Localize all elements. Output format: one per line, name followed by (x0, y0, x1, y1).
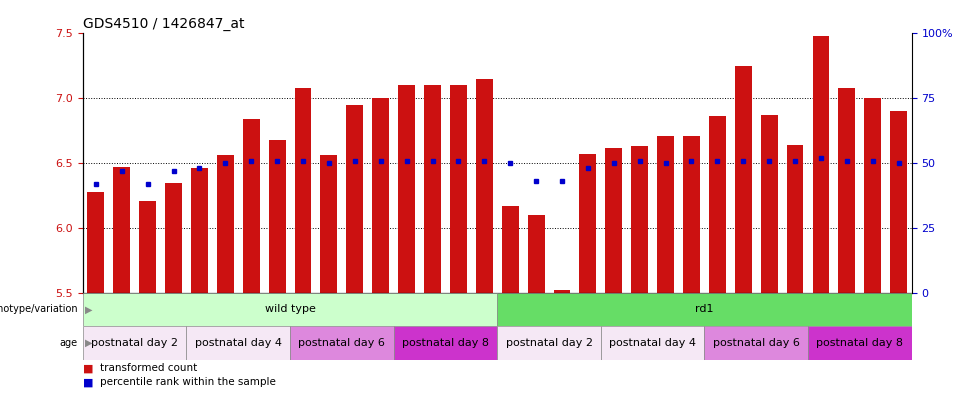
Bar (113, 167, 130, 293)
Text: wild type: wild type (264, 305, 316, 314)
Bar (424, 85, 441, 293)
Bar (450, 85, 467, 293)
Text: GDS4510 / 1426847_at: GDS4510 / 1426847_at (83, 17, 245, 31)
Bar (294, 88, 311, 293)
Bar (657, 136, 674, 293)
Text: ■: ■ (83, 377, 97, 387)
Bar (88, 192, 104, 293)
Text: rd1: rd1 (695, 305, 714, 314)
Text: ■: ■ (83, 364, 97, 373)
Bar (838, 88, 855, 293)
Bar (683, 136, 700, 293)
Bar (321, 155, 337, 293)
Bar (527, 215, 544, 293)
Text: ▶: ▶ (85, 305, 93, 314)
Bar (631, 146, 648, 293)
Bar (372, 98, 389, 293)
Bar (812, 36, 830, 293)
Bar (83, 293, 497, 326)
Bar (165, 182, 182, 293)
Bar (735, 66, 752, 293)
Text: age: age (59, 338, 78, 348)
Text: postnatal day 8: postnatal day 8 (402, 338, 488, 348)
Text: postnatal day 8: postnatal day 8 (816, 338, 903, 348)
Text: postnatal day 2: postnatal day 2 (506, 338, 593, 348)
Bar (394, 326, 497, 360)
Bar (476, 79, 492, 293)
Bar (243, 119, 259, 293)
Bar (191, 168, 208, 293)
Bar (497, 326, 601, 360)
Bar (139, 201, 156, 293)
Text: postnatal day 6: postnatal day 6 (713, 338, 800, 348)
Bar (291, 326, 394, 360)
Bar (760, 115, 778, 293)
Text: genotype/variation: genotype/variation (0, 305, 78, 314)
Bar (890, 111, 907, 293)
Bar (216, 155, 234, 293)
Text: postnatal day 2: postnatal day 2 (92, 338, 178, 348)
Bar (709, 116, 725, 293)
Bar (497, 293, 912, 326)
Bar (808, 326, 912, 360)
Text: postnatal day 4: postnatal day 4 (195, 338, 282, 348)
Bar (398, 85, 415, 293)
Text: postnatal day 6: postnatal day 6 (298, 338, 385, 348)
Bar (502, 206, 519, 293)
Bar (605, 147, 622, 293)
Bar (601, 326, 704, 360)
Text: ▶: ▶ (85, 338, 93, 348)
Bar (554, 290, 570, 293)
Text: postnatal day 4: postnatal day 4 (609, 338, 696, 348)
Bar (186, 326, 291, 360)
Bar (346, 105, 364, 293)
Bar (83, 326, 186, 360)
Bar (704, 326, 808, 360)
Bar (865, 98, 881, 293)
Bar (579, 154, 597, 293)
Text: percentile rank within the sample: percentile rank within the sample (100, 377, 276, 387)
Bar (269, 140, 286, 293)
Bar (787, 145, 803, 293)
Text: transformed count: transformed count (100, 364, 198, 373)
